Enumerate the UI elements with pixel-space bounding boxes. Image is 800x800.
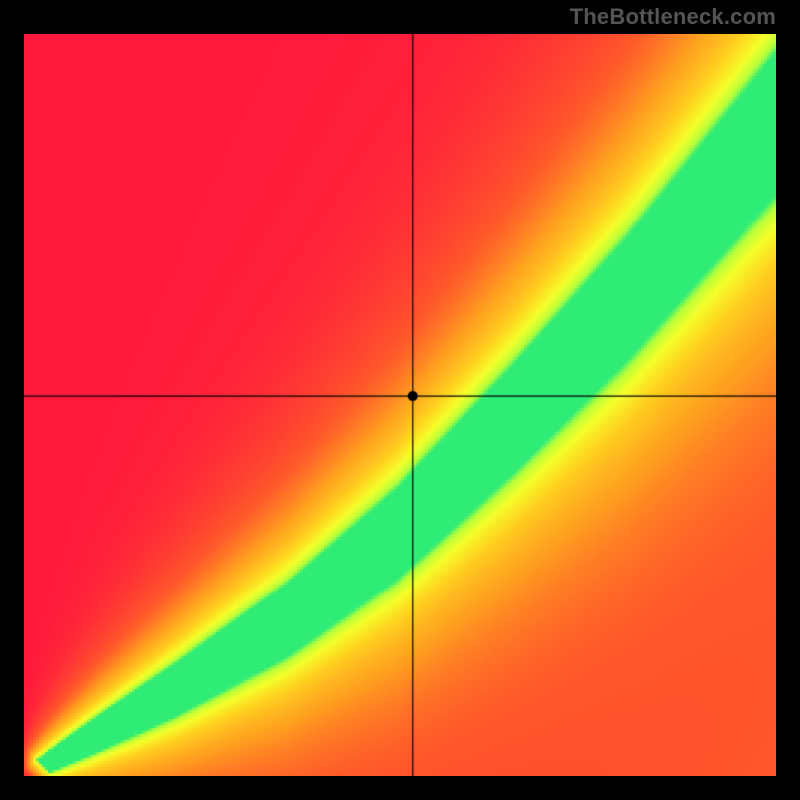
heatmap-plot: [24, 34, 776, 776]
heatmap-canvas: [24, 34, 776, 776]
attribution-label: TheBottleneck.com: [570, 4, 776, 30]
